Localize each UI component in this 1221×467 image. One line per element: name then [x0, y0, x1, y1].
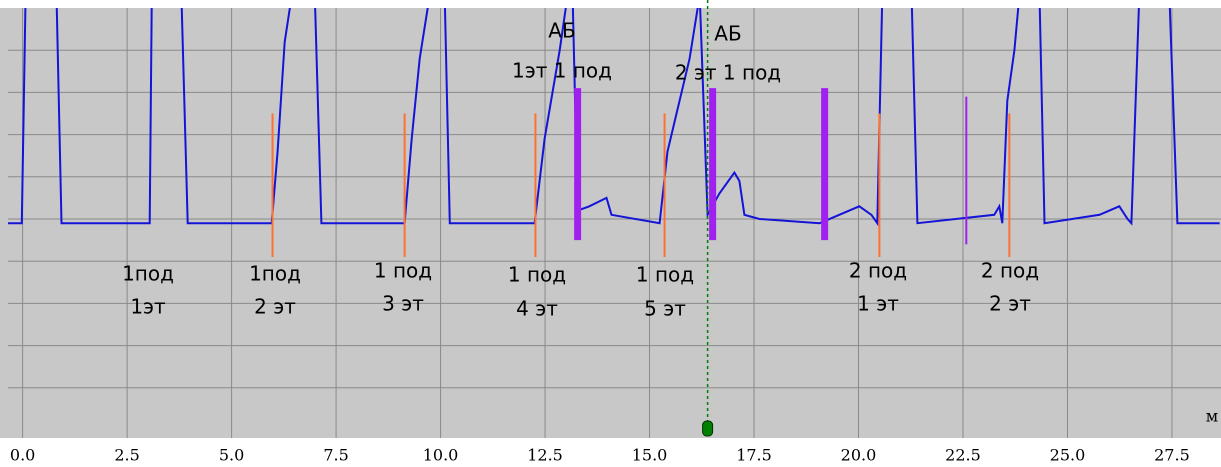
annotation: АБ [714, 22, 741, 46]
annotation: 1под [249, 262, 301, 286]
x-tick-label: 15.0 [632, 446, 668, 465]
x-tick-label: 27.5 [1154, 446, 1190, 465]
x-tick-label: 10.0 [423, 446, 459, 465]
annotation: 2 эт 1 под [675, 61, 781, 85]
signal-line [8, 8, 1220, 227]
annotation: 3 эт [382, 292, 424, 316]
x-tick-label: 5.0 [219, 446, 244, 465]
annotation: 1 под [508, 263, 566, 287]
x-axis-label: м [1206, 407, 1218, 426]
annotation: 2 под [849, 259, 907, 283]
x-tick-label: 22.5 [945, 446, 981, 465]
x-tick-label: 20.0 [841, 446, 877, 465]
annotation: 1 эт [857, 292, 899, 316]
annotation: 1 под [374, 259, 432, 283]
annotation: 1 под [636, 263, 694, 287]
annotation: 2 под [981, 259, 1039, 283]
annotation: 1эт [130, 295, 166, 319]
cursor-handle [702, 420, 714, 437]
plot-group [8, 8, 1220, 257]
annotation: 2 эт [254, 295, 296, 319]
annotation: 5 эт [644, 297, 686, 321]
annotation: АБ [548, 19, 575, 43]
annotation: 4 эт [516, 297, 558, 321]
x-tick-label: 2.5 [114, 446, 139, 465]
annotation: 2 эт [989, 292, 1031, 316]
annotation: 1эт 1 под [512, 59, 612, 83]
x-tick-label: 12.5 [527, 446, 563, 465]
x-tick-label: 17.5 [736, 446, 772, 465]
annotation: 1под [122, 262, 174, 286]
x-tick-label: 7.5 [323, 446, 348, 465]
x-tick-label: 0.0 [10, 446, 35, 465]
x-tick-label: 25.0 [1050, 446, 1086, 465]
